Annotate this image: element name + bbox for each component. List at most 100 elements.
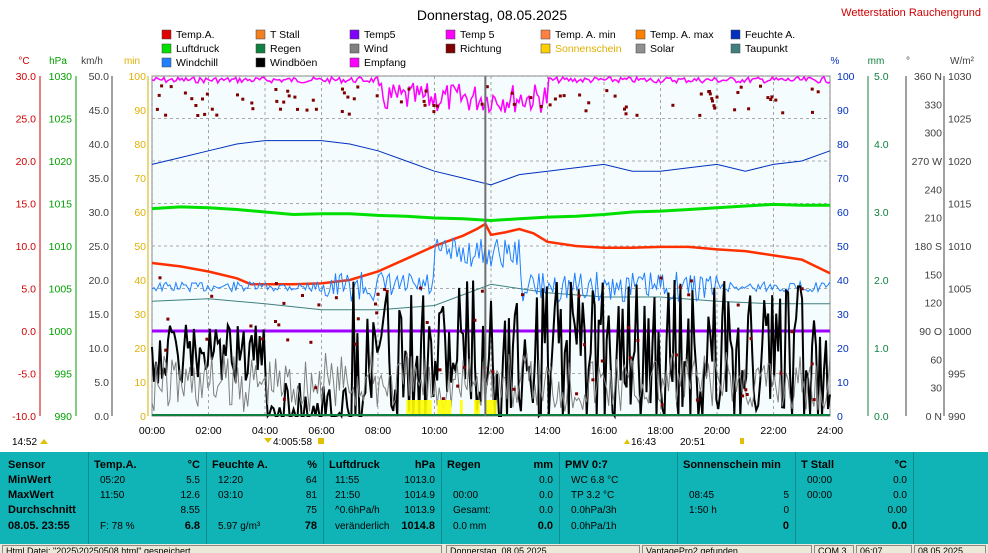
min-tick: 10 <box>134 377 146 389</box>
series-line <box>151 222 831 286</box>
stall-sub: 00:00 <box>807 475 833 486</box>
richtung-dot <box>282 301 286 305</box>
richtung-dot <box>741 394 745 398</box>
richtung-dot <box>816 90 820 94</box>
rain-unit: mm <box>533 459 553 471</box>
legend-label: Luftdruck <box>176 43 220 55</box>
richtung-dot <box>346 95 350 99</box>
kmh-tick: 5.0 <box>94 377 109 389</box>
time-tick: 12:00 <box>478 425 504 437</box>
richtung-dot <box>158 276 162 280</box>
row-label: 08.05. 23:55 <box>8 520 70 532</box>
deg-tick: 360 N <box>914 71 942 83</box>
richtung-dot <box>562 94 566 98</box>
legend-swatch <box>255 43 266 54</box>
richtung-dot <box>340 110 344 113</box>
kmh-tick: 20.0 <box>89 275 110 287</box>
hpa-tick: 1010 <box>49 241 73 253</box>
rain-value: 0.0 <box>539 490 553 501</box>
temp-unit: °C <box>187 459 200 471</box>
richtung-dot <box>687 293 691 297</box>
richtung-dot <box>375 311 379 315</box>
richtung-dot <box>699 92 703 96</box>
temp-header: Temp.A. <box>94 459 137 471</box>
status-port: COM 3 <box>814 545 854 553</box>
richtung-dot <box>261 337 265 341</box>
rain-sub: Gesamt: <box>453 505 491 516</box>
richtung-dot <box>578 93 582 97</box>
status-time: 06:07 <box>856 545 912 553</box>
richtung-dot <box>164 113 168 117</box>
richtung-dot <box>605 89 609 93</box>
sunshine-bar <box>406 400 432 416</box>
richtung-dot <box>301 294 304 297</box>
richtung-dot <box>274 282 278 285</box>
richtung-dot <box>296 107 299 111</box>
richtung-dot <box>744 388 748 392</box>
temp-value: 5.5 <box>186 475 200 486</box>
richtung-dot <box>435 104 439 108</box>
richtung-dot <box>383 287 387 291</box>
deg-tick: 180 S <box>915 241 942 253</box>
axis-unit: hPa <box>49 56 67 67</box>
pmv-sub: 0.0hPa/1h <box>571 521 617 532</box>
mm-tick: 2.0 <box>874 275 889 287</box>
richtung-dot <box>286 89 290 93</box>
legend-label: Temp 5 <box>460 29 495 41</box>
richtung-dot <box>583 343 587 347</box>
richtung-dot <box>375 94 379 98</box>
temp-sub: 05:20 <box>100 475 126 486</box>
legend-swatch <box>349 57 360 68</box>
humidity-header: Feuchte A. <box>212 459 268 471</box>
temp-tick: 10.0 <box>16 241 37 253</box>
legend-label: Empfang <box>364 57 406 69</box>
richtung-dot <box>636 338 640 342</box>
divider <box>323 452 324 544</box>
legend-swatch <box>730 43 741 54</box>
richtung-dot <box>251 107 255 111</box>
weather-chart: Donnerstag, 08.05.2025 Wetterstation Rauc… <box>12 7 981 448</box>
min-tick: 70 <box>134 173 146 185</box>
min-tick: 100 <box>128 71 146 83</box>
richtung-dot <box>736 91 740 94</box>
pct-tick: 40 <box>837 275 849 287</box>
wm2-tick: 1005 <box>948 284 972 296</box>
series-line <box>151 140 831 186</box>
series-line <box>151 283 830 311</box>
kmh-tick: 40.0 <box>89 139 110 151</box>
mm-tick: 1.0 <box>874 343 889 355</box>
richtung-dot <box>733 108 737 112</box>
richtung-dot <box>812 398 816 402</box>
richtung-dot <box>811 110 814 114</box>
divider <box>559 452 560 544</box>
richtung-dot <box>311 98 315 102</box>
chart-title: Donnerstag, 08.05.2025 <box>417 7 567 23</box>
richtung-dot <box>352 97 356 101</box>
time-tick: 24:00 <box>817 425 843 437</box>
deg-tick: 90 O <box>919 326 942 338</box>
time-tick: 22:00 <box>760 425 786 437</box>
legend-swatch <box>255 57 266 68</box>
min-tick: 20 <box>134 343 146 355</box>
richtung-dot <box>710 97 714 101</box>
richtung-dot <box>739 85 743 89</box>
legend-swatch <box>445 43 456 54</box>
richtung-dot <box>201 97 204 101</box>
stall-value: 0.0 <box>891 520 907 532</box>
wm2-tick: 1030 <box>948 71 972 83</box>
stall-unit: °C <box>894 459 907 471</box>
rain-value: 0.0 <box>537 520 553 532</box>
pct-tick: 70 <box>837 173 849 185</box>
temp-sub: F: 78 % <box>100 521 135 532</box>
row-label: MaxWert <box>8 489 54 501</box>
richtung-dot <box>539 105 543 108</box>
pct-tick: 60 <box>837 207 849 219</box>
legend-swatch <box>445 29 456 40</box>
min-tick: 30 <box>134 309 146 321</box>
temp-tick: 25.0 <box>16 114 37 126</box>
richtung-dot <box>480 289 484 293</box>
marker-label: 14:52 <box>12 437 37 448</box>
richtung-dot <box>424 89 428 93</box>
kmh-tick: 0.0 <box>94 411 109 423</box>
richtung-dot <box>600 359 604 363</box>
